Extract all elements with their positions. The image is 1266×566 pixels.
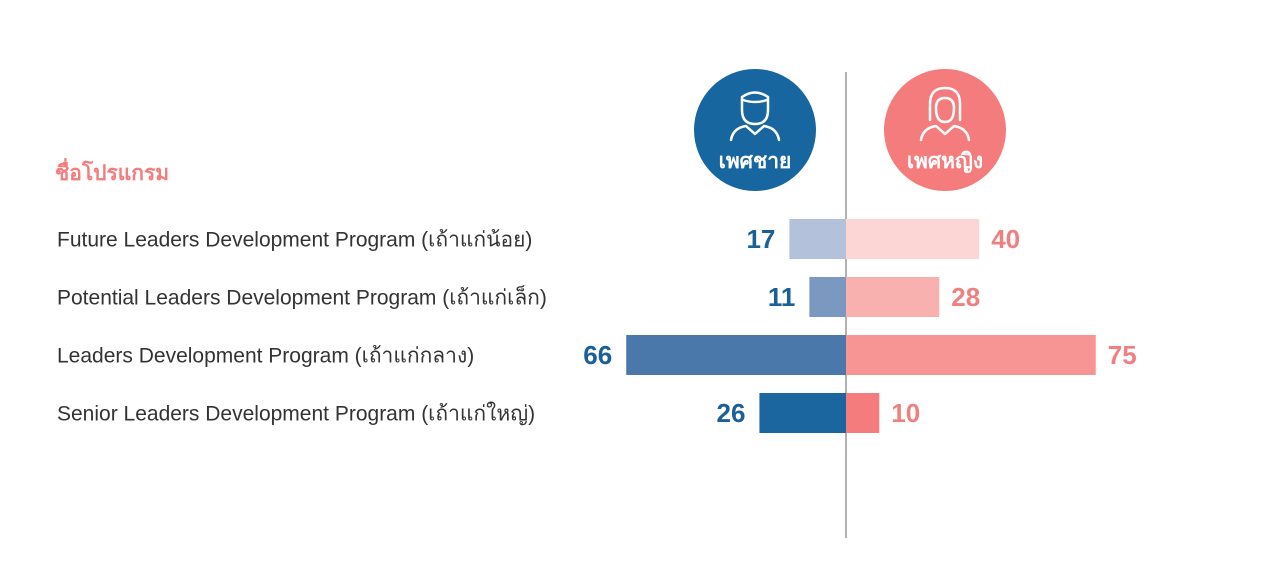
male-value-label: 66 <box>583 340 612 370</box>
female-badge-label: เพศหญิง <box>907 150 983 174</box>
chart-row: Leaders Development Program (เถ้าแก่กลาง… <box>57 335 1137 375</box>
female-badge-circle <box>884 69 1006 191</box>
category-label: Senior Leaders Development Program (เถ้า… <box>57 402 535 426</box>
female-badge: เพศหญิง <box>884 69 1006 191</box>
male-value-label: 26 <box>716 398 745 428</box>
female-value-label: 40 <box>991 224 1020 254</box>
male-bar <box>626 335 846 375</box>
male-user-icon <box>729 91 781 142</box>
female-bar <box>846 277 940 317</box>
chart-row: Potential Leaders Development Program (เ… <box>57 277 980 317</box>
female-value-label: 75 <box>1108 340 1137 370</box>
category-label: Future Leaders Development Program (เถ้า… <box>57 229 532 252</box>
male-bar <box>809 277 846 317</box>
category-label: Leaders Development Program (เถ้าแก่กลาง… <box>57 345 474 368</box>
male-bar <box>759 393 846 433</box>
chart-heading: ชื่อโปรแกรม <box>55 157 169 185</box>
female-bar <box>846 219 980 259</box>
male-badge-circle <box>694 69 816 191</box>
female-user-icon <box>919 86 971 142</box>
category-label: Potential Leaders Development Program (เ… <box>57 284 547 310</box>
male-badge-label: เพศชาย <box>719 150 792 173</box>
female-bar <box>846 335 1096 375</box>
female-value-label: 10 <box>891 398 920 428</box>
male-value-label: 17 <box>746 224 775 254</box>
chart-row: Future Leaders Development Program (เถ้า… <box>57 219 1020 259</box>
female-value-label: 28 <box>951 282 980 312</box>
male-badge: เพศชาย <box>694 69 816 191</box>
male-value-label: 11 <box>768 282 796 312</box>
female-bar <box>846 393 880 433</box>
chart-row: Senior Leaders Development Program (เถ้า… <box>57 393 920 433</box>
chart-rows: Future Leaders Development Program (เถ้า… <box>57 219 1137 433</box>
male-bar <box>789 219 846 259</box>
